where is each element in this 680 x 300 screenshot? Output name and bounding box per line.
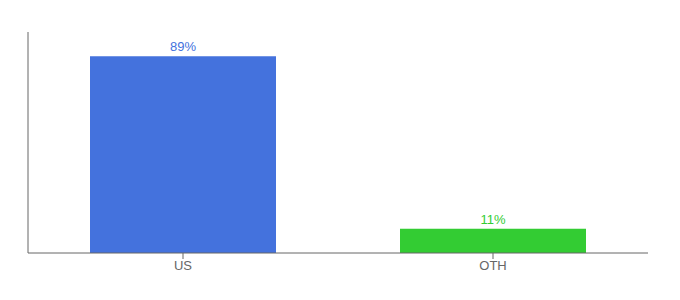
svg-text:US: US	[174, 258, 192, 273]
svg-text:11%: 11%	[480, 212, 505, 227]
svg-text:89%: 89%	[170, 39, 196, 54]
svg-text:OTH: OTH	[479, 258, 506, 273]
